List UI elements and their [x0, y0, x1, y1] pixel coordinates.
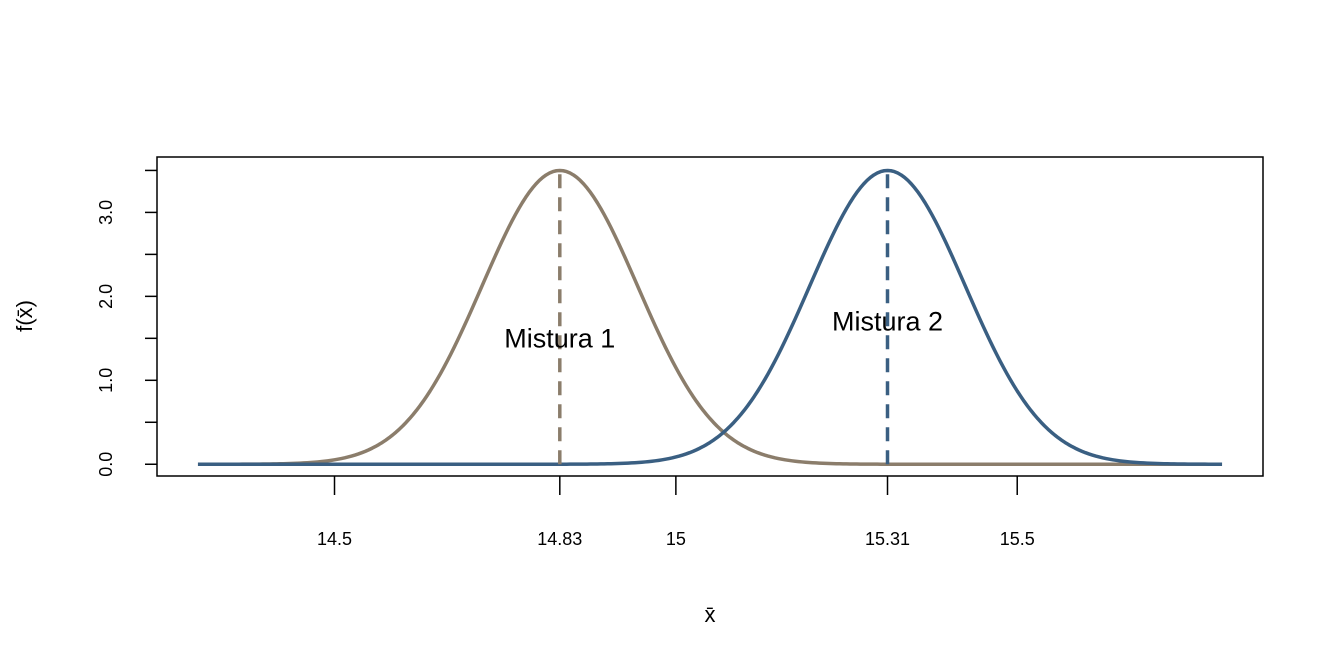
x-axis: 14.5 14.83 15 15.31 15.5	[317, 476, 1035, 549]
plot-frame	[156, 156, 1264, 477]
series-line-2	[197, 168, 1223, 466]
x-tick-label: 14.83	[537, 529, 582, 549]
y-tick-label: 1.0	[96, 368, 116, 393]
x-tick-label: 15.5	[1000, 529, 1035, 549]
x-tick-label: 15	[666, 529, 686, 549]
y-axis: 0.0 1.0 2.0 3.0	[96, 169, 157, 477]
y-tick-label: 0.0	[96, 452, 116, 477]
annotation-1: Mistura 1	[504, 323, 615, 353]
y-tick-label: 3.0	[96, 200, 116, 225]
x-axis-title: x̄	[705, 602, 716, 627]
x-tick-label: 15.31	[865, 529, 910, 549]
x-tick-label: 14.5	[317, 529, 352, 549]
annotation-2: Mistura 2	[832, 307, 943, 337]
mean-lines	[558, 170, 890, 465]
y-tick-label: 2.0	[96, 284, 116, 309]
annotations: Mistura 1 Mistura 2	[504, 307, 943, 354]
series-line-1	[197, 168, 1223, 466]
density-curves	[197, 168, 1223, 466]
y-axis-title: f(x̄)	[12, 300, 37, 332]
